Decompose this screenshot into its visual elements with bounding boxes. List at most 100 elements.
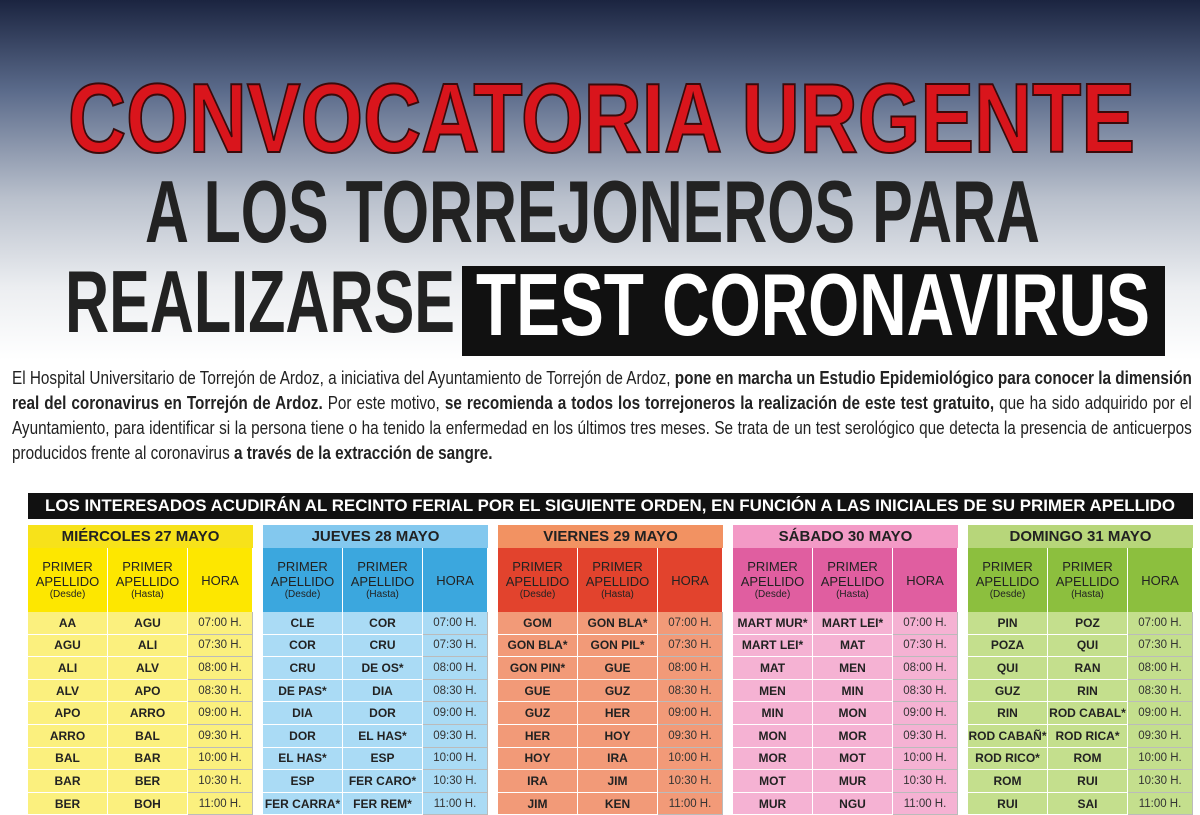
column-note: (Hasta): [366, 589, 399, 600]
table-row: AA AGU 07:00 H.: [28, 612, 253, 635]
to-cell: SAI: [1048, 792, 1128, 815]
to-cell: RAN: [1048, 657, 1128, 680]
to-cell: COR: [343, 612, 423, 635]
column-label: PRIMER APELLIDO: [820, 559, 885, 589]
to-cell: ALI: [108, 634, 188, 658]
hour-cell: 08:30 H.: [1128, 679, 1193, 703]
hour-cell: 10:30 H.: [1128, 770, 1193, 793]
from-cell: ROD RICO*: [968, 747, 1048, 771]
highlight: TEST CORONAVIRUS: [476, 255, 1150, 354]
to-cell: DIA: [343, 679, 423, 703]
column-label: PRIMER APELLIDO: [1055, 559, 1120, 589]
hour-cell: 07:30 H.: [423, 634, 488, 658]
table-row: ROD CABAÑ* ROD RICA* 09:30 H.: [968, 724, 1193, 748]
column-note: (Hasta): [601, 589, 634, 600]
from-cell: GUE: [498, 679, 578, 703]
from-cell: MART MUR*: [733, 612, 813, 635]
from-cell: AA: [28, 612, 108, 635]
from-cell: CRU: [263, 657, 343, 680]
hour-cell: 09:00 H.: [658, 702, 723, 725]
column-label: PRIMER APELLIDO: [270, 559, 335, 589]
from-cell: ROM: [968, 770, 1048, 793]
column-headers: PRIMER APELLIDO (Desde) PRIMER APELLIDO (Ha…: [28, 548, 253, 612]
from-cell: ESP: [263, 770, 343, 793]
headline-line: REALIZARSE: [65, 252, 455, 351]
column-label: PRIMER APELLIDO: [585, 559, 650, 589]
column-label: PRIMER APELLIDO: [115, 559, 180, 589]
from-cell: BER: [28, 792, 108, 815]
table-row: JIM KEN 11:00 H.: [498, 792, 723, 815]
column-label: PRIMER APELLIDO: [975, 559, 1040, 589]
table-row: DIA DOR 09:00 H.: [263, 702, 488, 725]
table-row: RIN ROD CABAL* 09:00 H.: [968, 702, 1193, 725]
column-header: HORA: [658, 548, 723, 612]
to-cell: DE OS*: [343, 657, 423, 680]
to-cell: ROD RICA*: [1048, 724, 1128, 748]
column-header: PRIMER APELLIDO (Desde): [968, 548, 1048, 612]
hour-cell: 09:00 H.: [423, 702, 488, 725]
table-row: GUZ HER 09:00 H.: [498, 702, 723, 725]
to-cell: QUI: [1048, 634, 1128, 658]
to-cell: MART LEI*: [813, 612, 893, 635]
table-row: MART LEI* MAT 07:30 H.: [733, 634, 958, 658]
column-header: HORA: [188, 548, 253, 612]
from-cell: ALV: [28, 679, 108, 703]
from-cell: POZA: [968, 634, 1048, 658]
to-cell: JIM: [578, 770, 658, 793]
to-cell: MEN: [813, 657, 893, 680]
from-cell: MOT: [733, 770, 813, 793]
from-cell: MART LEI*: [733, 634, 813, 658]
from-cell: COR: [263, 634, 343, 658]
table-row: QUI RAN 08:00 H.: [968, 657, 1193, 680]
column-header: PRIMER APELLIDO (Desde): [28, 548, 108, 612]
hour-cell: 11:00 H.: [188, 792, 253, 815]
from-cell: ROD CABAÑ*: [968, 724, 1048, 748]
from-cell: PIN: [968, 612, 1048, 635]
column-headers: PRIMER APELLIDO (Desde) PRIMER APELLIDO (Ha…: [263, 548, 488, 612]
table-row: ROM RUI 10:30 H.: [968, 770, 1193, 793]
hour-cell: 10:30 H.: [658, 770, 723, 793]
to-cell: MIN: [813, 679, 893, 703]
table-row: DOR EL HAS* 09:30 H.: [263, 724, 488, 748]
column-header: HORA: [893, 548, 958, 612]
day-table: MIÉRCOLES 27 MAYO PRIMER APELLIDO (Desde) P…: [28, 525, 253, 815]
table-row: HER HOY 09:30 H.: [498, 724, 723, 748]
day-title: MIÉRCOLES 27 MAYO: [28, 525, 253, 548]
to-cell: GON BLA*: [578, 612, 658, 635]
from-cell: AGU: [28, 634, 108, 658]
column-headers: PRIMER APELLIDO (Desde) PRIMER APELLIDO (Ha…: [498, 548, 723, 612]
table-row: AGU ALI 07:30 H.: [28, 634, 253, 658]
table-row: RUI SAI 11:00 H.: [968, 792, 1193, 815]
to-cell: ARRO: [108, 702, 188, 725]
day-title: JUEVES 28 MAYO: [263, 525, 488, 548]
table-row: MON MOR 09:30 H.: [733, 724, 958, 748]
column-label: HORA: [671, 572, 709, 588]
table-row: FER CARRA* FER REM* 11:00 H.: [263, 792, 488, 815]
intro-segment: a través de la extracción de sangre.: [233, 443, 493, 463]
to-cell: BER: [108, 770, 188, 793]
hour-cell: 08:00 H.: [423, 657, 488, 680]
column-header: PRIMER APELLIDO (Hasta): [343, 548, 423, 612]
table-row: GOM GON BLA* 07:00 H.: [498, 612, 723, 635]
column-header: PRIMER APELLIDO (Hasta): [108, 548, 188, 612]
column-label: PRIMER APELLIDO: [740, 559, 805, 589]
column-header: PRIMER APELLIDO (Hasta): [1048, 548, 1128, 612]
hour-cell: 07:00 H.: [893, 612, 958, 635]
from-cell: GOM: [498, 612, 578, 635]
from-cell: MAT: [733, 657, 813, 680]
table-row: HOY IRA 10:00 H.: [498, 747, 723, 771]
day-table: JUEVES 28 MAYO PRIMER APELLIDO (Desde) PRIM…: [263, 525, 488, 815]
column-note: (Desde): [284, 589, 321, 600]
from-cell: EL HAS*: [263, 747, 343, 771]
from-cell: DE PAS*: [263, 679, 343, 703]
table-row: MUR NGU 11:00 H.: [733, 792, 958, 815]
day-table: DOMINGO 31 MAYO PRIMER APELLIDO (Desde) PRI…: [968, 525, 1193, 815]
to-cell: MAT: [813, 634, 893, 658]
hour-cell: 07:30 H.: [658, 634, 723, 658]
table-row: ARRO BAL 09:30 H.: [28, 724, 253, 748]
intro-segment: que ha sido adquirido por el Ayuntamient…: [12, 393, 1192, 463]
to-cell: APO: [108, 679, 188, 703]
column-header: PRIMER APELLIDO (Hasta): [578, 548, 658, 612]
table-row: MIN MON 09:00 H.: [733, 702, 958, 725]
